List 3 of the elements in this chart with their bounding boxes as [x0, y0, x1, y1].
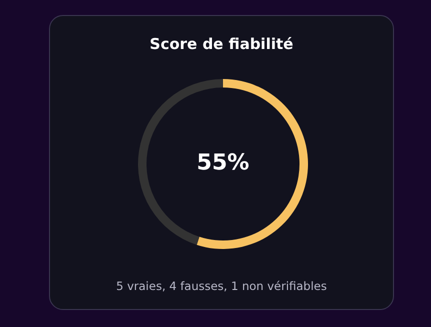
chart-title: Score de fiabilité — [148, 35, 294, 53]
text: 5 vraies, 4 fausses, 1 non vérifiables — [115, 279, 328, 293]
text: 55% — [196, 150, 250, 176]
